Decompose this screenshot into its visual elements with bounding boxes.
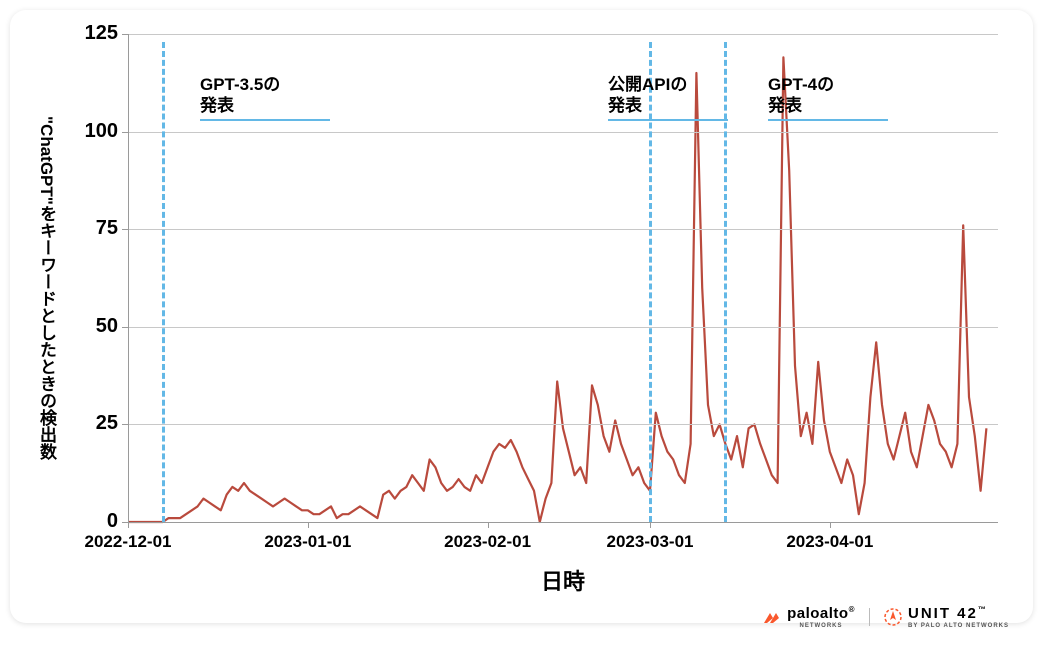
x-tick-label: 2023-01-01 (238, 532, 378, 552)
brand-unit42: UNIT 42™ BY PALO ALTO NETWORKS (884, 605, 1009, 629)
y-tick-label: 75 (58, 217, 118, 240)
annotation-text: GPT-4の 発表 (768, 75, 834, 115)
unit42-icon (884, 608, 902, 626)
footer-brand-area: paloalto® NETWORKS UNIT 42™ BY PALO ALTO… (761, 605, 1009, 629)
grid-line (128, 132, 998, 133)
annotation-rule (200, 119, 330, 121)
y-tick-label: 50 (58, 315, 118, 338)
chart-card: GPT-3.5の 発表 公開APIの 発表 GPT-4の 発表 "ChatGPT"を… (10, 10, 1033, 623)
y-tick-mark (122, 132, 128, 133)
plot-area: GPT-3.5の 発表 公開APIの 発表 GPT-4の 発表 (128, 34, 998, 522)
grid-line (128, 424, 998, 425)
x-tick-label: 2023-03-01 (580, 532, 720, 552)
event-marker (162, 42, 165, 522)
y-tick-mark (122, 229, 128, 230)
brand-paloalto: paloalto® NETWORKS (761, 605, 855, 629)
brand-paloalto-sub: NETWORKS (787, 623, 855, 629)
x-tick-label: 2023-02-01 (418, 532, 558, 552)
registered-mark: ® (849, 605, 855, 614)
brand-divider (869, 608, 870, 626)
event-annotation: GPT-3.5の 発表 (200, 74, 330, 121)
y-tick-label: 125 (58, 22, 118, 45)
grid-line (128, 34, 998, 35)
brand-unit42-text: UNIT 42 (908, 605, 978, 622)
x-tick-label: 2023-04-01 (760, 532, 900, 552)
brand-paloalto-text: paloalto (787, 605, 849, 622)
event-annotation: 公開APIの 発表 (608, 74, 728, 121)
y-tick-mark (122, 424, 128, 425)
brand-unit42-sub: BY PALO ALTO NETWORKS (908, 623, 1009, 629)
series-path (128, 57, 986, 522)
x-tick-mark (830, 522, 831, 528)
paloalto-icon (761, 609, 781, 625)
x-axis-title: 日時 (128, 564, 998, 596)
y-axis-line (128, 34, 129, 522)
annotation-rule (768, 119, 888, 121)
grid-line (128, 229, 998, 230)
tm-mark: ™ (978, 605, 988, 614)
x-tick-mark (128, 522, 129, 528)
x-axis-line (128, 522, 998, 523)
y-tick-label: 0 (58, 510, 118, 533)
y-tick-mark (122, 34, 128, 35)
y-tick-mark (122, 327, 128, 328)
annotation-rule (608, 119, 728, 121)
x-tick-mark (488, 522, 489, 528)
y-tick-label: 100 (58, 120, 118, 143)
y-axis-title: "ChatGPT"をキーワードとしたときの検出数 (34, 64, 59, 512)
x-tick-mark (650, 522, 651, 528)
annotation-text: GPT-3.5の 発表 (200, 75, 280, 115)
event-annotation: GPT-4の 発表 (768, 74, 888, 121)
grid-line (128, 327, 998, 328)
x-tick-label: 2022-12-01 (58, 532, 198, 552)
y-tick-label: 25 (58, 412, 118, 435)
x-tick-mark (308, 522, 309, 528)
annotation-text: 公開APIの 発表 (608, 75, 687, 115)
